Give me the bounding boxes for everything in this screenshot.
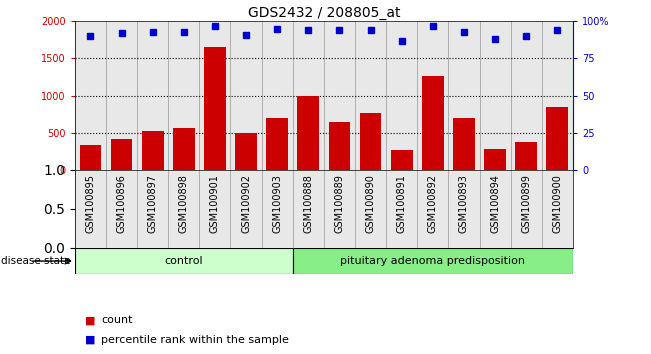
Text: GSM100891: GSM100891 xyxy=(396,174,407,233)
Text: count: count xyxy=(101,315,132,325)
Text: GSM100892: GSM100892 xyxy=(428,174,438,233)
Bar xyxy=(142,131,163,170)
Bar xyxy=(266,118,288,170)
Text: GSM100901: GSM100901 xyxy=(210,174,220,233)
Bar xyxy=(453,118,475,170)
Bar xyxy=(111,139,132,170)
Text: percentile rank within the sample: percentile rank within the sample xyxy=(101,335,289,345)
Bar xyxy=(293,248,573,274)
Bar xyxy=(298,96,319,170)
Text: GSM100903: GSM100903 xyxy=(272,174,282,233)
Bar xyxy=(235,133,257,170)
Text: ■: ■ xyxy=(85,315,95,325)
Bar xyxy=(546,108,568,170)
Bar xyxy=(79,145,102,170)
Bar xyxy=(75,248,293,274)
Bar xyxy=(173,127,195,170)
Text: GSM100902: GSM100902 xyxy=(241,174,251,233)
Title: GDS2432 / 208805_at: GDS2432 / 208805_at xyxy=(247,6,400,20)
Text: ■: ■ xyxy=(85,335,95,345)
Bar xyxy=(516,142,537,170)
Text: GSM100890: GSM100890 xyxy=(366,174,376,233)
Text: control: control xyxy=(165,256,203,266)
Text: GSM100897: GSM100897 xyxy=(148,174,158,233)
Bar xyxy=(359,113,381,170)
Bar xyxy=(484,149,506,170)
Text: GSM100888: GSM100888 xyxy=(303,174,313,233)
Bar xyxy=(391,150,413,170)
Bar xyxy=(204,46,226,170)
Text: GSM100900: GSM100900 xyxy=(552,174,562,233)
Bar xyxy=(422,76,444,170)
Text: GSM100895: GSM100895 xyxy=(85,174,96,233)
Text: GSM100898: GSM100898 xyxy=(179,174,189,233)
Text: GSM100889: GSM100889 xyxy=(335,174,344,233)
Text: GSM100896: GSM100896 xyxy=(117,174,126,233)
Text: GSM100894: GSM100894 xyxy=(490,174,500,233)
Bar xyxy=(329,122,350,170)
Text: GSM100899: GSM100899 xyxy=(521,174,531,233)
Text: pituitary adenoma predisposition: pituitary adenoma predisposition xyxy=(340,256,525,266)
Text: GSM100893: GSM100893 xyxy=(459,174,469,233)
Text: disease state: disease state xyxy=(1,256,70,266)
